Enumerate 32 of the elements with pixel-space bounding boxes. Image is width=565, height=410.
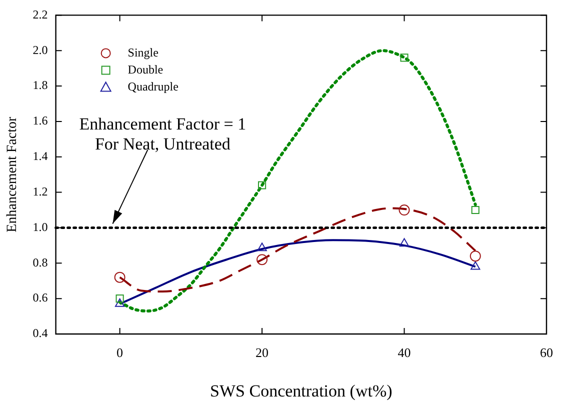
- point: [256, 254, 268, 266]
- legend-label: Double: [128, 62, 164, 76]
- legend-label: Single: [128, 45, 158, 60]
- y-axis-title: Enhancement Factor: [5, 116, 20, 232]
- y-tick-label: 1.8: [32, 78, 48, 92]
- point: [116, 294, 124, 303]
- point: [114, 272, 126, 283]
- y-tick-label: 1.0: [32, 220, 48, 234]
- point: [471, 206, 480, 214]
- legend-label: Quadruple: [128, 79, 178, 94]
- point: [470, 261, 480, 270]
- point: [400, 54, 408, 62]
- y-tick-label: 2.2: [32, 7, 48, 22]
- point: [257, 242, 267, 252]
- y-tick-label: 1.2: [32, 184, 48, 198]
- x-tick-label: 20: [256, 345, 269, 360]
- x-axis-title: SWS Concentration (wt%): [210, 381, 392, 400]
- y-tick-label: 0.6: [32, 290, 48, 305]
- annotation: Enhancement Factor = 1 For Neat, Untreated: [79, 114, 246, 154]
- x-tick-label: 0: [116, 345, 124, 360]
- point: [258, 181, 266, 190]
- point: [470, 250, 481, 262]
- y-tick-label: 0.8: [32, 255, 48, 270]
- y-tick-label: 2.0: [32, 42, 48, 57]
- y-tick-label: 1.4: [32, 149, 48, 164]
- x-tick-label: 60: [540, 345, 553, 360]
- point: [398, 204, 410, 216]
- x-tick-label: 40: [398, 345, 411, 360]
- point: [399, 238, 410, 247]
- y-tick-label: 0.4: [32, 326, 48, 340]
- point: [114, 298, 125, 307]
- y-tick-label: 1.6: [32, 114, 48, 128]
